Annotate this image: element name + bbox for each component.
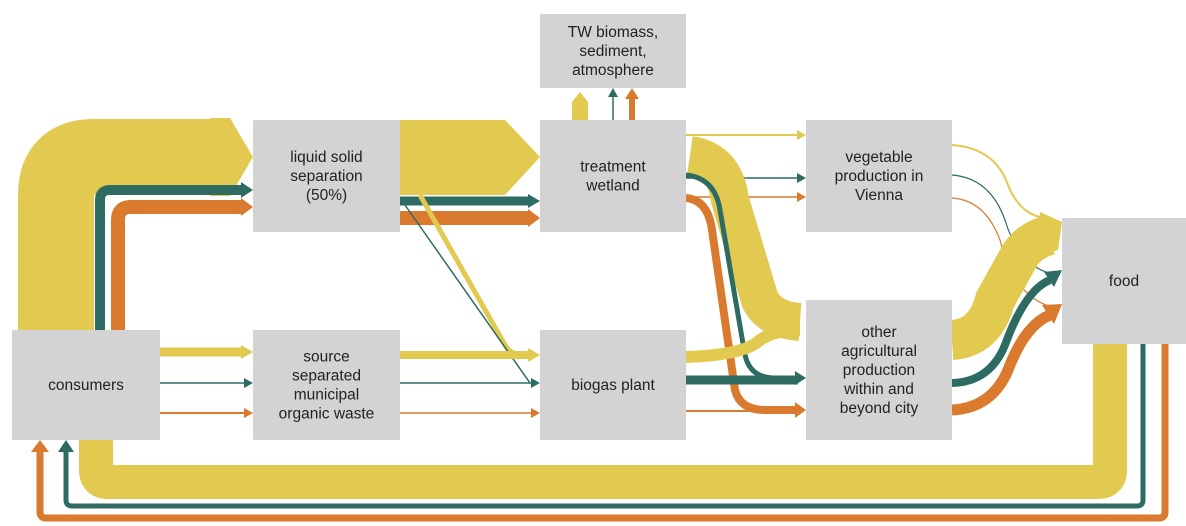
label-line: food [1109,273,1139,290]
flow [111,200,243,330]
node-label: food [1109,273,1139,290]
label-line: atmosphere [572,62,654,79]
node-box [1062,218,1186,344]
arrowhead [797,192,806,202]
arrowhead [528,209,540,227]
arrowhead [241,198,253,216]
node: other agricultural production within and bey… [806,300,952,440]
node-box [12,330,160,440]
arrowhead [797,173,806,183]
label-line: TW biomass, [568,24,658,41]
node-box [540,120,686,232]
nodes: consumers liquid solid separation (50%) sour… [12,14,1186,440]
node-label: source separated municipal organic waste [279,349,375,423]
arrowhead [1044,270,1062,287]
arrowhead [797,130,806,140]
label-line: vegetable [845,149,912,166]
label-line: treatment [580,159,646,176]
flows [18,88,1169,522]
label-line: wetland [585,178,639,195]
flow [36,344,1169,522]
flow [79,344,1127,499]
flow [95,185,243,330]
label-line: organic waste [279,406,375,423]
node: consumers [12,330,160,440]
flow [18,119,215,330]
node: biogas plant [540,330,686,440]
node-label: biogas plant [571,377,655,394]
label-line: (50%) [306,187,347,204]
arrowhead [210,118,253,196]
node: food [1062,218,1186,344]
label-line: within and [843,381,914,398]
arrowhead [241,345,253,359]
label-line: source [303,349,350,366]
label-line: agricultural [841,343,917,360]
node: liquid solid separation (50%) [253,120,400,232]
node: vegetable production in Vienna [806,120,952,232]
flow [572,92,588,120]
label-line: liquid solid [290,149,362,166]
arrowhead [1042,304,1062,324]
flow [951,197,1057,309]
label-line: separated [292,368,361,385]
node-box [806,300,952,440]
arrowhead [1035,212,1062,258]
label-line: consumers [48,377,124,394]
node-label: vegetable production in Vienna [835,149,924,204]
node-label: treatment wetland [580,159,646,195]
node-box [253,330,400,440]
label-line: sediment, [579,43,646,60]
node-box [540,14,686,88]
flow [685,194,798,414]
arrowhead [244,378,253,388]
label-line: biogas plant [571,377,655,394]
arrowhead [531,408,540,418]
label-line: Vienna [855,187,903,204]
node: TW biomass, sediment, atmosphere [540,14,686,88]
flow [951,174,1059,276]
node-label: consumers [48,377,124,394]
flow [951,276,1052,387]
arrowhead [625,88,639,99]
node-box [806,120,952,232]
node-label: other agricultural production within and bey… [840,324,919,417]
arrowhead [58,440,74,452]
node-label: liquid solid separation (50%) [290,149,362,204]
flow [685,324,801,363]
flow [951,309,1053,416]
node-label: TW biomass, sediment, atmosphere [568,24,658,79]
arrowhead [531,378,540,388]
label-line: municipal [294,387,359,404]
arrowhead [244,408,253,418]
label-line: production in [835,168,924,185]
node-box [540,330,686,440]
flow [400,120,540,195]
label-line: production [843,362,915,379]
label-line: separation [290,168,362,185]
arrowhead [528,348,540,362]
node: source separated municipal organic waste [253,330,400,440]
flow [63,344,1146,509]
arrowhead [241,182,253,198]
arrowhead [31,440,49,452]
flow [686,136,802,341]
label-line: other [861,324,896,341]
node-box [253,120,400,232]
node: treatment wetland [540,120,686,232]
arrowhead [795,402,806,418]
flow [951,144,1046,219]
arrowhead [528,194,540,208]
arrowhead [608,88,618,97]
label-line: beyond city [840,400,919,417]
